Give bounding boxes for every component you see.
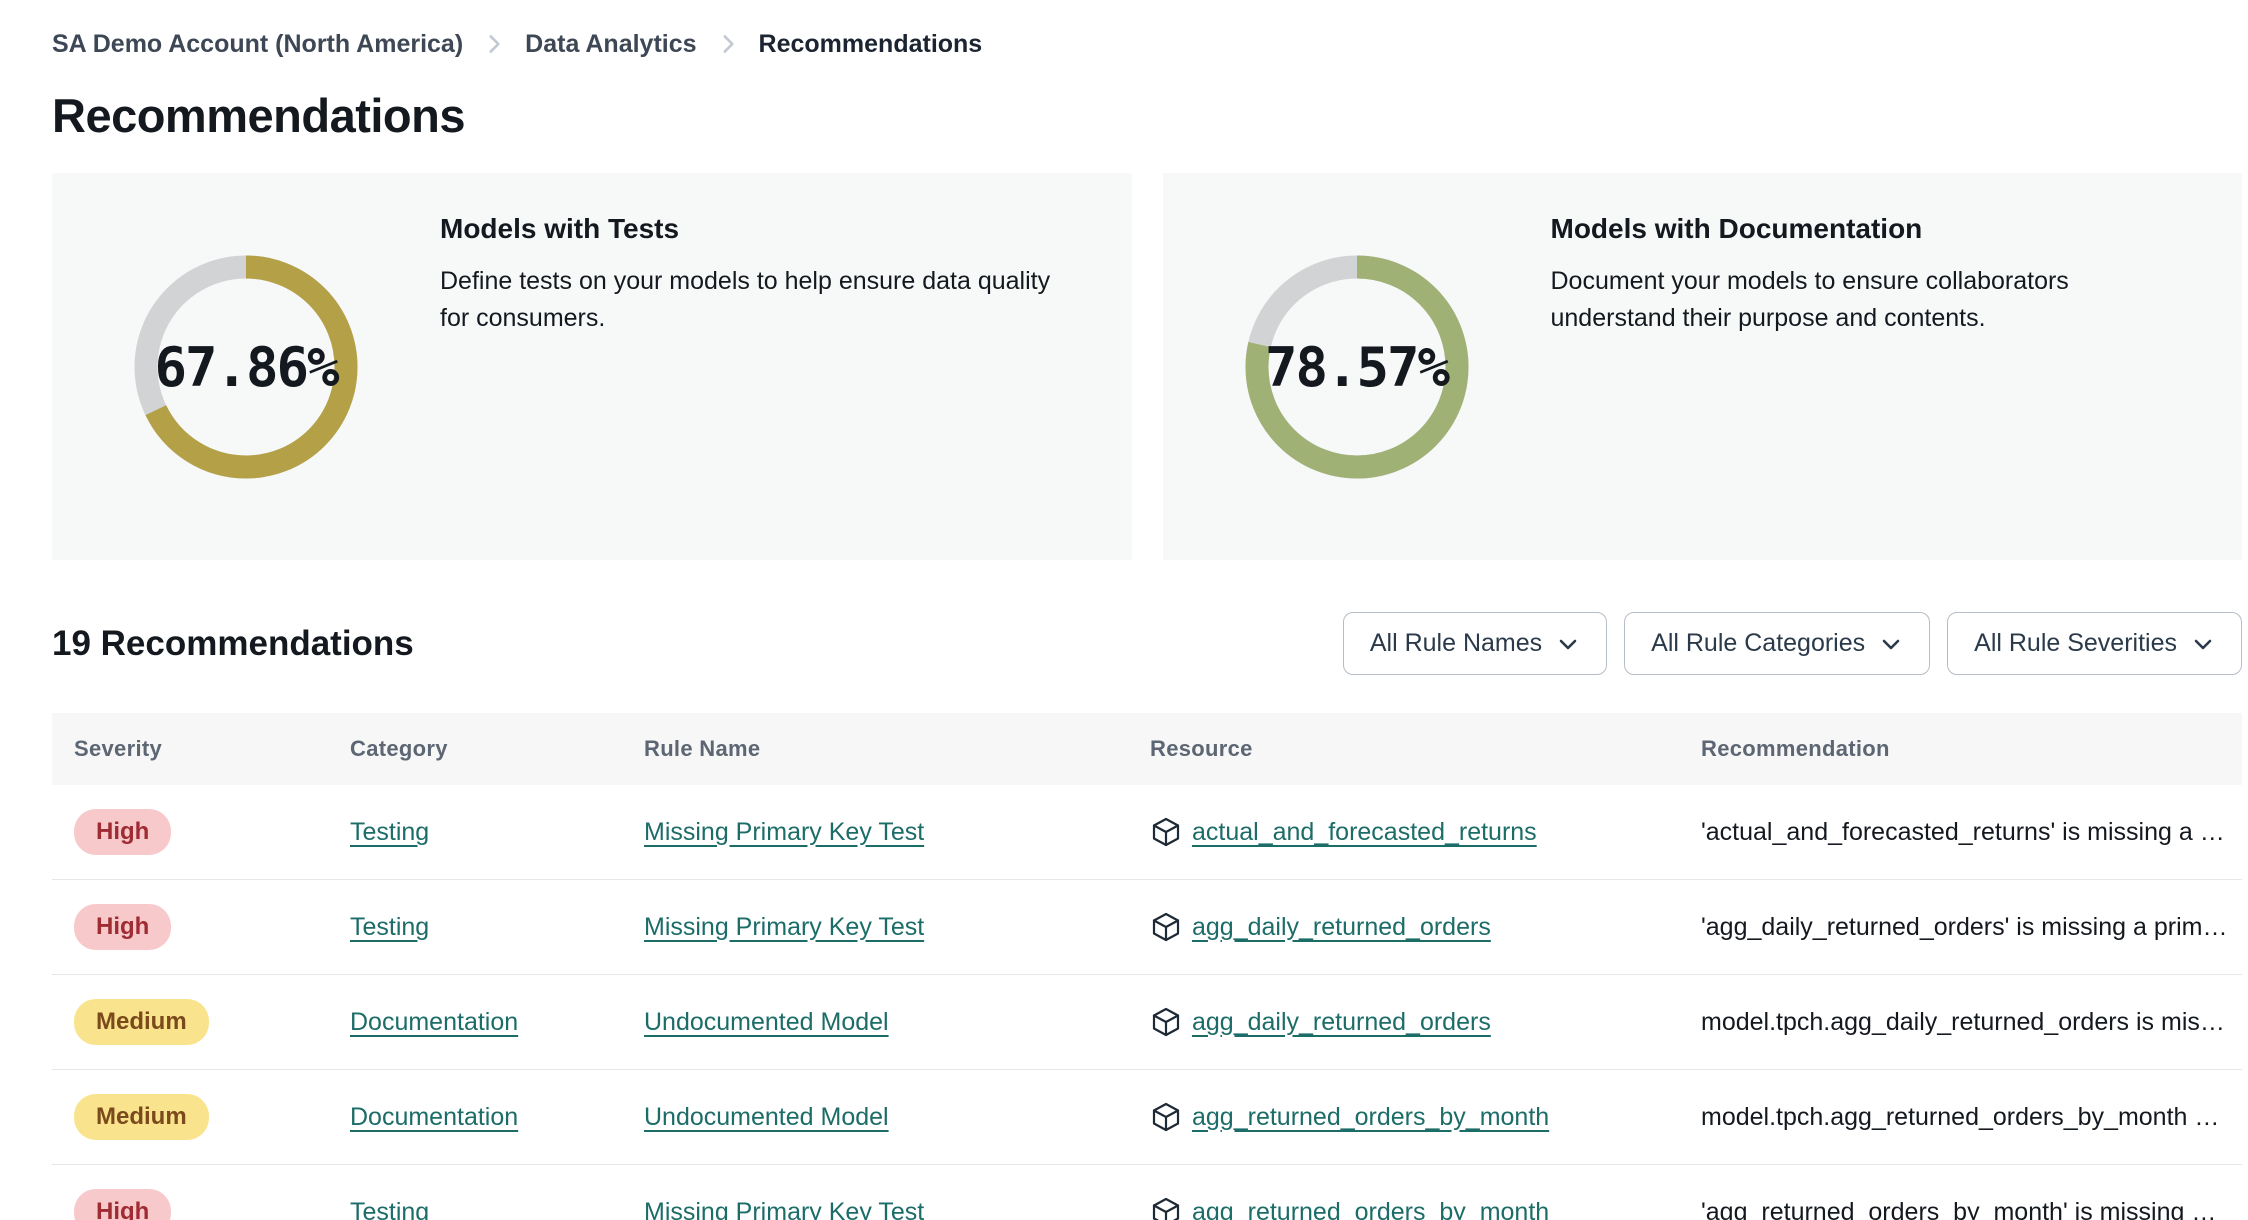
rule-name-link[interactable]: Missing Primary Key Test: [644, 1197, 925, 1220]
chevron-down-icon: [1879, 632, 1903, 656]
filter-label: All Rule Names: [1369, 629, 1543, 657]
model-cube-icon: [1150, 1196, 1182, 1220]
rule-categories-filter-dropdown[interactable]: All Rule Categories: [1624, 612, 1931, 675]
recommendation-text: model.tpch.agg_daily_returned_orders is …: [1701, 1007, 2225, 1036]
card-title: Models with Tests: [440, 213, 680, 244]
resource-link[interactable]: actual_and_forecasted_returns: [1192, 817, 1537, 846]
rule-names-filter-dropdown[interactable]: All Rule Names: [1342, 612, 1608, 675]
table-body: High Testing Missing Primary Key Test actua…: [52, 785, 2242, 1220]
donut-value-arc: [1245, 255, 1468, 479]
category-link[interactable]: Documentation: [350, 1007, 519, 1036]
breadcrumb-account-link[interactable]: SA Demo Account (North America): [52, 29, 464, 58]
rule-name-link[interactable]: Missing Primary Key Test: [644, 817, 925, 846]
recommendations-table: Severity Category Rule Name Resource Rec…: [52, 713, 2242, 1220]
resource-link[interactable]: agg_returned_orders_by_month: [1192, 1197, 1550, 1220]
category-link[interactable]: Testing: [350, 912, 430, 941]
severity-badge: High: [74, 1189, 172, 1220]
chevron-down-icon: [2191, 632, 2215, 656]
breadcrumb-current: Recommendations: [758, 29, 983, 58]
filter-bar: All Rule Names All Rule Categories All R…: [1342, 612, 2242, 675]
resource-link[interactable]: agg_daily_returned_orders: [1192, 1007, 1491, 1036]
breadcrumb: SA Demo Account (North America) Data Ana…: [52, 26, 2242, 62]
page-title: Recommendations: [52, 89, 465, 142]
category-link[interactable]: Documentation: [350, 1102, 519, 1131]
filter-label: All Rule Severities: [1974, 629, 2177, 657]
rule-name-link[interactable]: Missing Primary Key Test: [644, 912, 925, 941]
column-header-resource: Resource: [1150, 736, 1253, 761]
table-row: High Testing Missing Primary Key Test actua…: [52, 785, 2242, 880]
column-header-recommendation: Recommendation: [1701, 736, 1890, 761]
model-cube-icon: [1150, 1101, 1182, 1133]
card-title: Models with Documentation: [1550, 213, 1923, 244]
card-description: Define tests on your models to help ensu…: [440, 267, 1051, 332]
severity-badge: High: [74, 809, 172, 855]
rule-name-link[interactable]: Undocumented Model: [644, 1007, 889, 1036]
breadcrumb-project-link[interactable]: Data Analytics: [525, 29, 697, 58]
filter-label: All Rule Categories: [1651, 629, 1866, 657]
table-row: Medium Documentation Undocumented Model agg…: [52, 975, 2242, 1070]
column-header-severity: Severity: [74, 736, 163, 761]
model-cube-icon: [1150, 911, 1182, 943]
resource-link[interactable]: agg_returned_orders_by_month: [1192, 1102, 1550, 1131]
recommendations-count-heading: 19 Recommendations: [52, 623, 414, 663]
models-with-tests-card: 67.86% Models with Tests Define tests on…: [52, 173, 1132, 560]
tests-donut-chart: 67.86%: [126, 247, 366, 487]
summary-cards: 67.86% Models with Tests Define tests on…: [52, 173, 2242, 560]
tests-percent-value: 67.86%: [154, 335, 339, 399]
resource-link[interactable]: agg_daily_returned_orders: [1192, 912, 1491, 941]
model-cube-icon: [1150, 816, 1182, 848]
documentation-donut-chart: 78.57%: [1237, 247, 1477, 487]
severity-badge: Medium: [74, 1094, 209, 1140]
rule-name-link[interactable]: Undocumented Model: [644, 1102, 889, 1131]
recommendation-text: model.tpch.agg_returned_orders_by_month …: [1701, 1102, 2220, 1131]
models-with-documentation-card: 78.57% Models with Documentation Documen…: [1162, 173, 2242, 560]
category-link[interactable]: Testing: [350, 1197, 430, 1220]
donut-value-arc: [134, 255, 358, 479]
chevron-down-icon: [1556, 632, 1580, 656]
column-header-category: Category: [350, 736, 448, 761]
rule-severities-filter-dropdown[interactable]: All Rule Severities: [1947, 612, 2242, 675]
table-row: High Testing Missing Primary Key Test agg_r…: [52, 1165, 2242, 1220]
severity-badge: High: [74, 904, 172, 950]
column-header-rule-name: Rule Name: [644, 736, 761, 761]
card-description: Document your models to ensure collabora…: [1550, 267, 2069, 332]
recommendation-text: 'agg_returned_orders_by_month' is missin…: [1701, 1197, 2217, 1220]
table-row: High Testing Missing Primary Key Test agg_d…: [52, 880, 2242, 975]
model-cube-icon: [1150, 1006, 1182, 1038]
table-row: Medium Documentation Undocumented Model agg…: [52, 1070, 2242, 1165]
chevron-right-icon: [715, 31, 741, 57]
chevron-right-icon: [481, 31, 507, 57]
severity-badge: Medium: [74, 999, 209, 1045]
table-header-row: Severity Category Rule Name Resource Rec…: [52, 713, 2242, 785]
documentation-percent-value: 78.57%: [1264, 335, 1450, 399]
category-link[interactable]: Testing: [350, 817, 430, 846]
recommendation-text: 'actual_and_forecasted_returns' is missi…: [1701, 817, 2225, 846]
recommendation-text: 'agg_daily_returned_orders' is missing a…: [1701, 912, 2228, 941]
